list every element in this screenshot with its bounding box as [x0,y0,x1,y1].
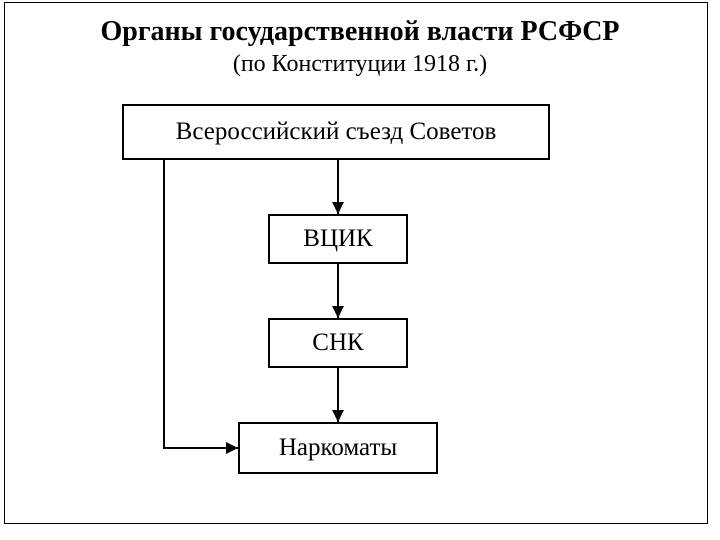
node-congress: Всероссийский съезд Советов [122,104,550,160]
node-narkomaty: Наркоматы [238,422,438,474]
node-vtsik: ВЦИК [268,214,408,264]
node-snk: СНК [268,318,408,368]
